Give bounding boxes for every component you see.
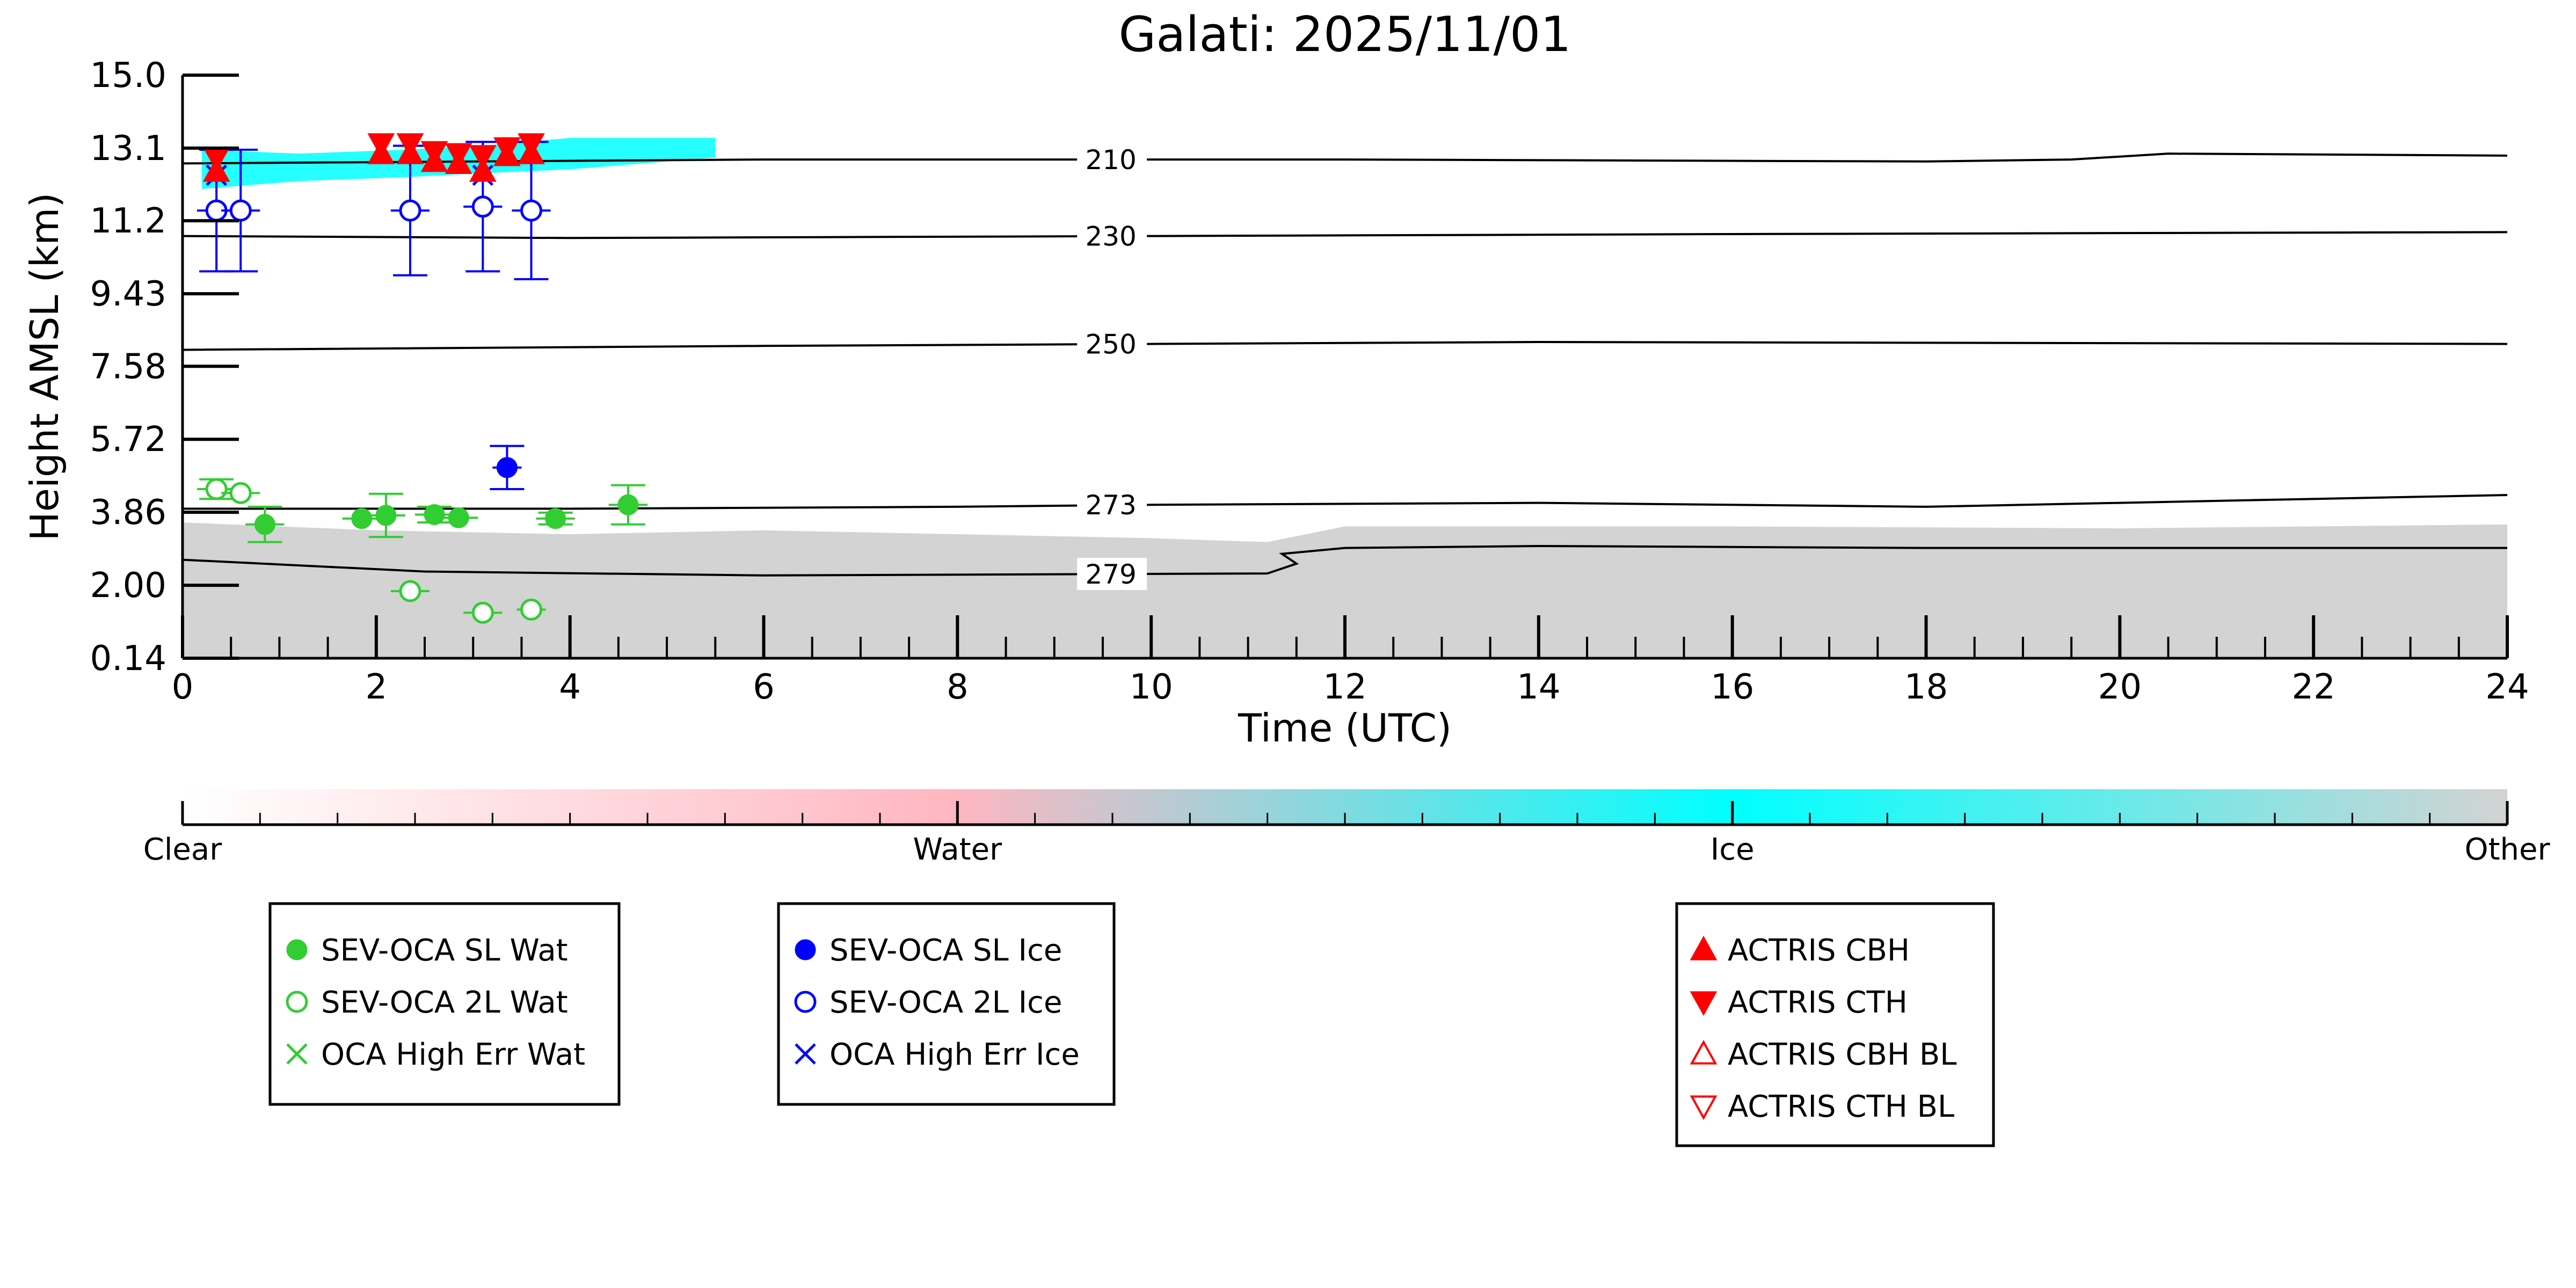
isotherm-label-273: 273 [1085,490,1136,521]
sev-oca-2l-wat-point-2 [399,580,421,602]
x-tick-label-12: 12 [1323,667,1366,707]
legend-label-oca-high-err-wat: OCA High Err Wat [321,1037,585,1072]
colorbar-label-clear: Clear [143,832,222,867]
legend-label-sev-oca-sl-wat: SEV-OCA SL Wat [321,933,568,968]
chart-title: Galati: 2025/11/01 [1118,6,1571,63]
y-tick-label-15.0: 15.0 [90,56,167,96]
isotherm-line-279 [183,544,2507,577]
legend-marker-sev-oca-sl-ice [795,939,816,960]
sev-oca-sl-wat-point-4 [448,507,469,528]
y-tick-label-9.43: 9.43 [90,274,167,314]
legend-label-actris-cth-bl: ACTRIS CTH BL [1728,1089,1954,1124]
sev-oca-2l-ice-point-2 [399,199,421,222]
isotherm-label-250: 250 [1085,329,1136,360]
actris-cbh-point-3 [420,147,448,172]
x-tick-label-22: 22 [2291,667,2335,707]
sev-oca-2l-ice-point-1 [229,199,252,222]
legend-marker-sev-oca-2l-wat [286,991,308,1013]
legend-marker-actris-cbh-bl [1690,1039,1718,1065]
legend-label-oca-high-err-ice: OCA High Err Ice [829,1037,1080,1072]
isotherm-label-bg-210 [1077,143,1147,176]
x-tick-label-2: 2 [365,667,387,707]
sev-oca-2l-wat-point-4 [520,598,542,621]
x-tick-label-14: 14 [1517,667,1560,707]
isotherm-label-bg-279 [1077,557,1147,590]
isotherm-label-230: 230 [1085,221,1136,252]
x-tick-label-4: 4 [559,667,581,707]
actris-cbh-point-6 [493,141,521,166]
colorbar-label-water: Water [913,832,1003,867]
x-tick-label-0: 0 [172,667,194,707]
sev-oca-sl-wat-point-3 [424,504,445,526]
sev-oca-2l-ice-point-4 [520,199,542,222]
actris-cbh-point-5 [469,157,497,182]
actris-cbh-point-4 [445,149,472,174]
x-tick-label-20: 20 [2098,667,2142,707]
colorbar-label-other: Other [2464,832,2550,867]
legend: SEV-OCA SL Wat SEV-OCA 2L Wat OCA High Err… [268,902,1995,1147]
x-tick-label-6: 6 [753,667,775,707]
legend-marker-actris-cth-bl [1690,1095,1718,1120]
legend-box-3 [1675,902,1995,1147]
x-tick-label-18: 18 [1904,667,1948,707]
legend-marker-actris-cth [1690,991,1718,1016]
y-tick-label-5.72: 5.72 [90,420,167,460]
x-tick-label-24: 24 [2485,667,2529,707]
sev-oca-sl-wat-point-1 [351,508,373,529]
actris-cbh-point-0 [202,157,230,182]
colorbar-label-ice: Ice [1711,832,1755,867]
sev-oca-2l-wat-point-1 [229,482,252,504]
isotherm-label-bg-250 [1077,328,1147,360]
x-tick-label-8: 8 [947,667,969,707]
actris-cbh-point-1 [367,140,395,164]
sev-oca-2l-ice-point-3 [471,195,494,218]
actris-cbh-point-7 [518,140,545,164]
sev-oca-sl-wat-point-0 [254,514,275,535]
legend-marker-oca-high-err-wat [286,1043,308,1065]
x-tick-label-16: 16 [1711,667,1754,707]
legend-label-actris-cbh: ACTRIS CBH [1728,933,1910,968]
legend-label-sev-oca-2l-ice: SEV-OCA 2L Ice [829,985,1062,1020]
legend-label-sev-oca-sl-ice: SEV-OCA SL Ice [829,933,1062,968]
isotherm-label-bg-273 [1077,489,1147,521]
isotherm-label-279: 279 [1085,559,1136,590]
colorbar: Clear Water Ice Other [143,789,2550,867]
sev-oca-sl-wat-point-2 [375,505,397,526]
isotherm-line-210 [183,152,2507,165]
sev-oca-2l-wat-point-3 [471,601,494,624]
legend-marker-sev-oca-2l-ice [794,991,817,1013]
legend-label-actris-cbh-bl: ACTRIS CBH BL [1728,1037,1956,1072]
y-tick-label-3.86: 3.86 [90,493,167,533]
isotherm-label-bg-230 [1077,220,1147,252]
sev-oca-sl-wat-point-6 [617,494,639,515]
legend-box-2 [777,902,1116,1106]
legend-marker-actris-cbh [1690,935,1718,960]
isotherm-label-210: 210 [1085,144,1136,176]
isotherm-line-250 [183,340,2507,351]
legend-marker-sev-oca-sl-wat [286,939,308,960]
y-tick-label-11.2: 11.2 [90,201,167,241]
y-tick-label-13.1: 13.1 [90,129,167,169]
sev-oca-sl-ice-point-0 [496,457,518,478]
sev-oca-2l-wat-point-0 [205,478,228,500]
legend-label-actris-cth: ACTRIS CTH [1728,985,1908,1020]
actris-cbh-point-2 [396,140,424,164]
legend-marker-oca-high-err-ice [795,1043,816,1065]
y-axis-label: Height AMSL (km) [22,193,67,541]
legend-box-1 [268,902,621,1106]
isotherm-line-230 [183,231,2507,239]
y-tick-label-7.58: 7.58 [90,347,167,387]
sev-oca-sl-wat-point-5 [545,508,566,529]
y-tick-label-2.00: 2.00 [90,566,167,606]
x-tick-label-10: 10 [1129,667,1173,707]
legend-label-sev-oca-2l-wat: SEV-OCA 2L Wat [321,985,568,1020]
y-tick-label-0.14: 0.14 [90,639,167,679]
isotherm-line-273 [183,493,2507,510]
actris-cth-point-5 [469,145,497,170]
x-axis-label: Time (UTC) [1238,705,1452,751]
